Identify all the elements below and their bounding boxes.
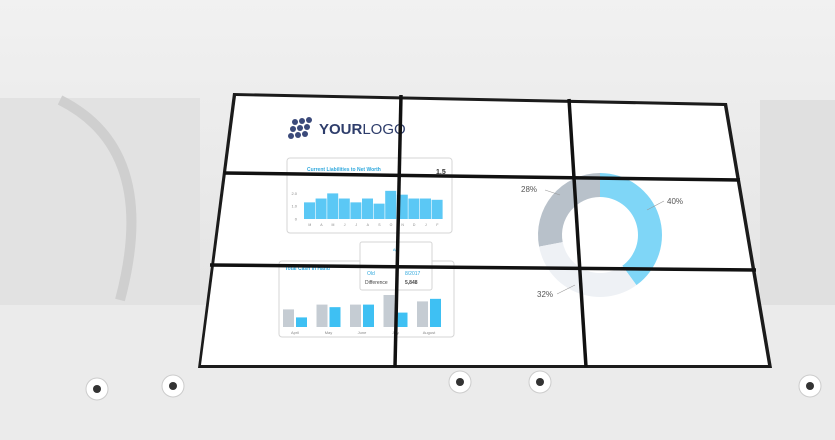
- bar: [417, 301, 428, 327]
- x-tick-label: N: [401, 223, 404, 227]
- right-room-opening: [760, 100, 835, 310]
- donut-leader-28: [544, 189, 561, 196]
- donut-label-40: 40%: [667, 197, 683, 206]
- donut-slice: [538, 173, 600, 247]
- bar: [350, 202, 362, 219]
- x-tick-label: S: [378, 223, 381, 227]
- bar: [329, 307, 341, 327]
- bar: [304, 202, 315, 219]
- tooltip-difference-label: Difference: [365, 280, 388, 286]
- x-tick-label: J: [355, 223, 357, 227]
- bar: [420, 198, 431, 219]
- donut-chart: [538, 173, 662, 297]
- bar: [396, 194, 408, 219]
- screen-bezels: [209, 94, 757, 368]
- bar: [283, 309, 294, 327]
- donut-label-32: 32%: [537, 290, 553, 299]
- bar: [430, 298, 441, 327]
- donut-leader-32: [556, 284, 576, 295]
- bar: [396, 312, 408, 327]
- logo-dots-icon: [288, 117, 312, 139]
- liabilities-y-ticks: 2.0 1.0 0: [291, 191, 297, 222]
- bar: [315, 198, 327, 219]
- y-tick-label: 1.0: [291, 204, 297, 209]
- donut-label-28: 28%: [521, 185, 537, 194]
- logo: YOURLOGO: [288, 117, 406, 139]
- bar: [362, 198, 373, 219]
- x-tick-label: August: [423, 330, 436, 335]
- bar: [373, 203, 385, 219]
- x-tick-label: A: [320, 223, 323, 227]
- y-tick-label: 2.0: [291, 191, 297, 196]
- bar: [431, 199, 443, 219]
- logo-text: YOURLOGO: [319, 121, 406, 138]
- donut-leader-40: [646, 200, 665, 211]
- tooltip-right-label: 8/2017: [405, 271, 421, 277]
- x-tick-label: J: [425, 223, 427, 227]
- x-tick-label: O: [390, 223, 393, 227]
- tooltip-difference-value: 5,848: [405, 280, 418, 286]
- x-tick-label: May: [325, 330, 333, 335]
- x-tick-label: F: [436, 223, 438, 227]
- x-tick-label: A: [367, 223, 370, 227]
- cash-bars: AprilMayJuneJulyAugust: [283, 295, 441, 335]
- liabilities-title: Current Liabilities to Net Worth: [307, 167, 381, 173]
- x-tick-label: M: [308, 223, 311, 227]
- bar: [338, 198, 350, 219]
- donut-slice: [600, 173, 662, 286]
- x-tick-label: M: [332, 223, 335, 227]
- bar: [350, 304, 361, 327]
- y-tick-label: 0: [295, 217, 298, 222]
- bar: [363, 304, 374, 327]
- curved-architecture: [57, 95, 137, 302]
- x-tick-label: April: [291, 330, 299, 335]
- liabilities-value: 1.5: [436, 169, 446, 176]
- cash-title: Total Cash in Hand: [285, 266, 330, 272]
- bar: [316, 304, 328, 327]
- bar: [383, 295, 395, 327]
- x-tick-label: D: [413, 223, 416, 227]
- bar: [296, 317, 307, 327]
- bar: [408, 198, 420, 219]
- bar: [327, 193, 339, 219]
- ceiling-spotlights: [85, 370, 822, 401]
- x-tick-label: J: [344, 223, 346, 227]
- x-tick-label: June: [358, 330, 367, 335]
- tooltip-left-label: Old: [367, 271, 375, 277]
- donut-slice: [539, 242, 637, 297]
- bar: [385, 190, 397, 219]
